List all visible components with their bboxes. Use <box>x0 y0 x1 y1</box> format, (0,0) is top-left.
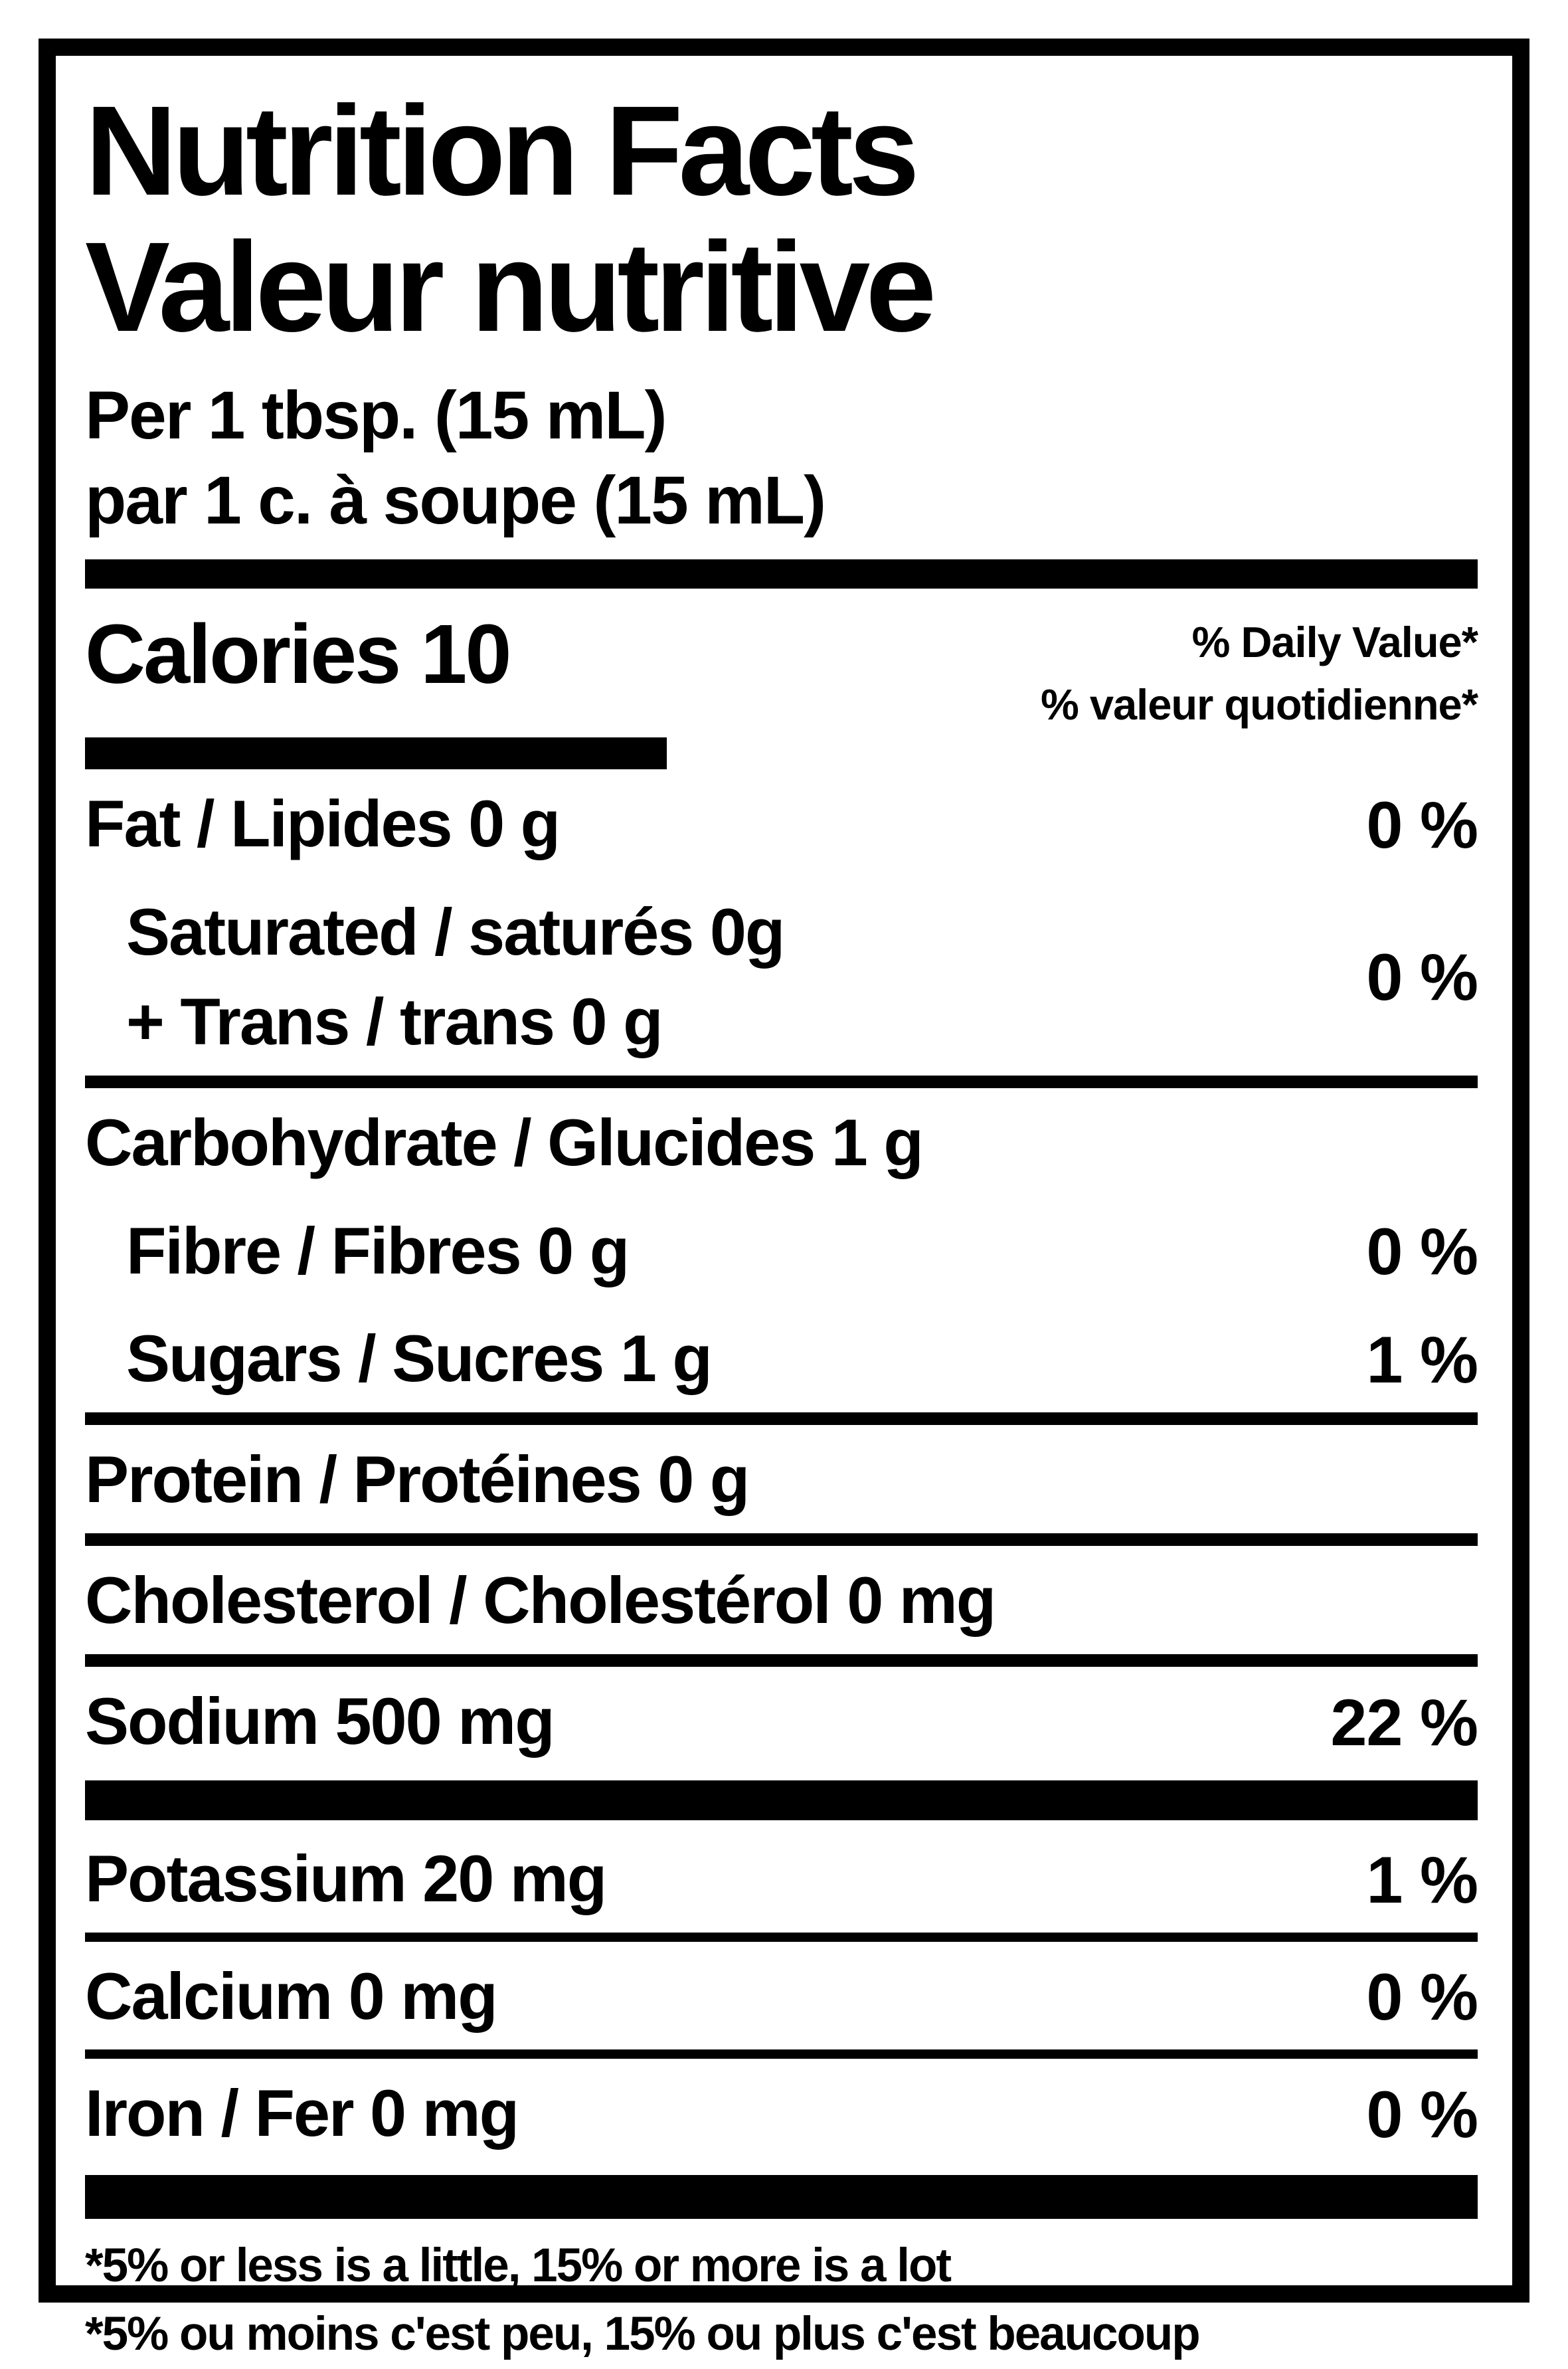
calories-row: Calories 10 % Daily Value* % valeur quot… <box>85 606 1478 737</box>
divider <box>85 2049 1478 2059</box>
divider <box>85 1932 1478 1942</box>
calories-value: Calories 10 <box>85 607 511 701</box>
nutrient-name: Calcium 0 mg <box>85 1958 498 2033</box>
nutrition-facts-label: Nutrition Facts Valeur nutritive Per 1 t… <box>39 39 1529 2360</box>
nutrient-percent: 0 % <box>1366 1214 1478 1289</box>
nutrient-percent: 0 % <box>1366 1960 1478 2034</box>
title-fr: Valeur nutritive <box>85 215 936 359</box>
divider <box>85 1654 1478 1667</box>
nutrient-row-fat: Fat / Lipides 0 g 0 % <box>85 769 1478 878</box>
nutrient-name: Iron / Fer 0 mg <box>85 2076 519 2150</box>
nutrient-percent: 0 % <box>1366 788 1478 862</box>
nutrient-row-potassium: Potassium 20 mg 1 % <box>85 1824 1478 1933</box>
nutrient-name: Protein / Protéines 0 g <box>85 1442 750 1517</box>
divider-thick-footnote <box>85 2175 1478 2220</box>
nutrient-row-saturated-trans: Saturated / saturés 0g + Trans / trans 0… <box>85 878 1478 1076</box>
serving-size-en: Per 1 tbsp. (15 mL) <box>85 377 667 453</box>
divider <box>85 1412 1478 1426</box>
nutrient-row-carbohydrate: Carbohydrate / Glucides 1 g <box>85 1088 1478 1196</box>
nutrient-name: Cholesterol / Cholestérol 0 mg <box>85 1563 996 1638</box>
nutrient-row-fibre: Fibre / Fibres 0 g 0 % <box>85 1196 1478 1305</box>
nutrient-name-line2: + Trans / trans 0 g <box>126 985 663 1059</box>
footnote-en: *5% or less is a little, 15% or more is … <box>85 2239 952 2293</box>
daily-value-header-en: % Daily Value* <box>1191 617 1478 666</box>
nutrient-name: Sugars / Sucres 1 g <box>126 1321 713 1396</box>
nutrient-percent: 0 % <box>1366 940 1478 1014</box>
nutrient-percent: 1 % <box>1366 1842 1478 1917</box>
nutrient-percent: 22 % <box>1330 1685 1478 1759</box>
nutrient-row-protein: Protein / Protéines 0 g <box>85 1425 1478 1533</box>
nutrient-percent: 0 % <box>1366 2077 1478 2152</box>
nutrient-row-sugars: Sugars / Sucres 1 g 1 % <box>85 1304 1478 1412</box>
nutrient-name: Fat / Lipides 0 g <box>85 787 561 861</box>
divider <box>85 1075 1478 1088</box>
nutrient-row-sodium: Sodium 500 mg 22 % <box>85 1667 1478 1775</box>
nutrient-name: Carbohydrate / Glucides 1 g <box>85 1105 924 1179</box>
daily-value-header: % Daily Value* % valeur quotidienne* <box>1041 611 1478 737</box>
nutrient-name: Saturated / saturés 0g + Trans / trans 0… <box>85 894 785 1061</box>
nutrient-name: Fibre / Fibres 0 g <box>126 1213 630 1287</box>
divider-thick-top <box>85 559 1478 589</box>
serving-size-fr: par 1 c. à soupe (15 mL) <box>85 462 826 539</box>
title-en: Nutrition Facts <box>85 79 920 222</box>
nutrient-row-cholesterol: Cholesterol / Cholestérol 0 mg <box>85 1546 1478 1654</box>
nutrient-percent: 1 % <box>1366 1323 1478 1397</box>
divider <box>85 1533 1478 1547</box>
nutrient-row-calcium: Calcium 0 mg 0 % <box>85 1942 1478 2050</box>
divider-thick-sodium <box>85 1780 1478 1820</box>
nutrient-name: Sodium 500 mg <box>85 1683 555 1758</box>
nutrient-name: Potassium 20 mg <box>85 1841 607 1915</box>
calories-underline <box>85 737 667 770</box>
nutrient-name-line1: Saturated / saturés 0g <box>126 895 785 969</box>
daily-value-header-fr: % valeur quotidienne* <box>1040 680 1478 729</box>
footnote-fr: *5% ou moins c'est peu, 15% ou plus c'es… <box>85 2308 1201 2361</box>
nutrient-row-iron: Iron / Fer 0 mg 0 % <box>85 2059 1478 2167</box>
